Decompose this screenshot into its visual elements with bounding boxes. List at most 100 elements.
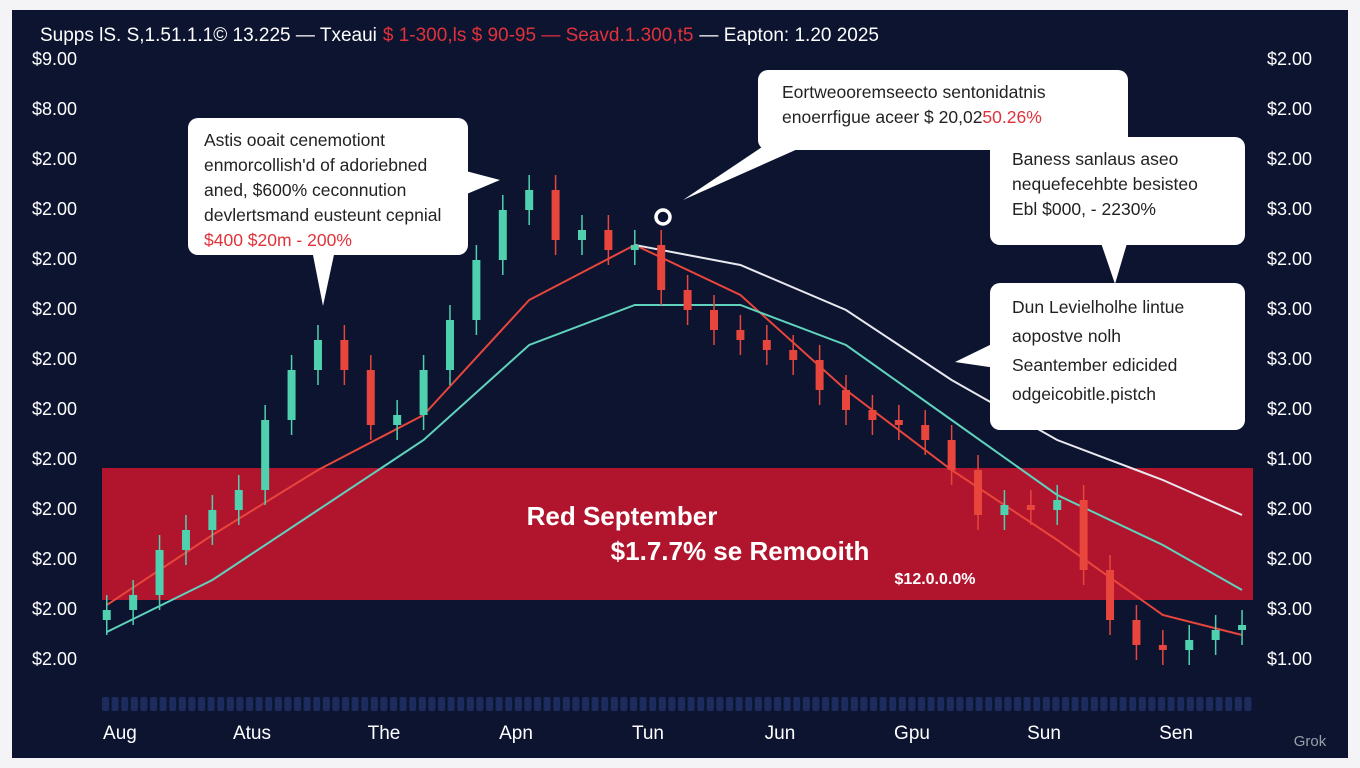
strip-cell [716, 697, 724, 711]
strip-cell [466, 697, 474, 711]
marker [654, 208, 672, 226]
strip-cell [1206, 697, 1213, 711]
strip-cell [428, 697, 436, 711]
strip-cell [226, 697, 234, 711]
y-tick-label: $8.00 [32, 99, 77, 119]
callout-line: nequefecehbte besisteo [1012, 174, 1198, 194]
callout-line: aned, $600% ceconnution [204, 180, 407, 200]
candle-body [762, 340, 771, 350]
strip-cell [562, 697, 570, 711]
y2-tick-label: $2.00 [1267, 249, 1312, 269]
strip-cell [524, 697, 532, 711]
strip-cell [1100, 697, 1108, 711]
strip-cell [457, 697, 465, 711]
callout-tail [683, 135, 800, 200]
strip-cell [879, 697, 887, 711]
strip-cell [294, 697, 301, 711]
candle-body [525, 190, 534, 210]
strip-cell [111, 697, 119, 711]
candle-body [1026, 505, 1035, 510]
title-part: Supps lS. S,1.51.1.1© 13.225 — Txeaui [40, 25, 377, 46]
strip-cell [649, 697, 657, 711]
strip-cell [476, 697, 484, 711]
callout-line: Eortweooremseecto sentonidatnis [782, 82, 1046, 102]
strip-cell [697, 697, 705, 711]
title-part: — Eapton: 1.20 2025 [699, 25, 879, 46]
strip-cell [486, 697, 493, 711]
x-tick-label: Tun [632, 723, 664, 744]
y2-tick-label: $1.00 [1267, 449, 1312, 469]
band-label: Red September [527, 501, 718, 531]
y-tick-label: $2.00 [32, 199, 77, 219]
strip-cell [236, 697, 244, 711]
callout-line: enoerrfigue aceer $ 20,0250.26% [782, 105, 1112, 130]
strip-cell [169, 697, 177, 711]
strip-cell [1129, 697, 1137, 711]
strip-cell [582, 697, 589, 711]
y-tick-label: $2.00 [32, 449, 77, 469]
y-tick-label: $2.00 [32, 499, 77, 519]
strip-cell [687, 697, 695, 711]
candle-body [710, 310, 719, 330]
y-tick-label: $9.00 [32, 49, 77, 69]
trend-line [106, 243, 1243, 636]
strip-cell [399, 697, 407, 711]
callout-line: Astis ooait cenemotiont [204, 130, 385, 150]
callout-line: Dun Levielholhe lintue [1012, 297, 1185, 317]
callout: Baness sanlaus aseo nequefecehbte besiste… [990, 137, 1245, 245]
strip-cell [591, 697, 599, 711]
y-tick-label: $2.00 [32, 649, 77, 669]
candle-body [1132, 620, 1141, 645]
y-tick-label: $2.00 [32, 299, 77, 319]
strip-cell [966, 697, 973, 711]
strip-cell [927, 697, 935, 711]
y2-tick-label: $2.00 [1267, 99, 1312, 119]
title-part: $ 1-300,ls $ 90-95 — Seavd.1.300,t5 [383, 25, 694, 46]
candle-body [261, 420, 270, 490]
callout-text: enoerrfigue aceer $ 20,02 [782, 107, 983, 127]
strip-cell [514, 697, 522, 711]
strip-cell [313, 697, 321, 711]
y2-tick-label: $1.00 [1267, 649, 1312, 669]
x-tick-label: The [368, 723, 401, 744]
strip-cell [841, 697, 849, 711]
strip-cell [1138, 697, 1146, 711]
strip-cell [620, 697, 628, 711]
strip-cell [1033, 697, 1041, 711]
strip-cell [802, 697, 810, 711]
strip-cell [1148, 697, 1156, 711]
y2-tick-label: $3.00 [1267, 299, 1312, 319]
strip-cell [1090, 697, 1098, 711]
strip-cell [332, 697, 340, 711]
y2-tick-label: $2.00 [1267, 399, 1312, 419]
callout: Dun Levielholhe lintue aopostve nolh Seant… [990, 283, 1245, 430]
strip-cell [898, 697, 906, 711]
watermark: Grok [1294, 733, 1327, 750]
strip-cell [601, 697, 609, 711]
strip-cell [908, 697, 916, 711]
callout-text: $400 $20m - 200% [204, 230, 352, 250]
strip-cell [630, 697, 637, 711]
strip-cell [1158, 697, 1165, 711]
candle-body [551, 190, 560, 240]
y-tick-label: $2.00 [32, 349, 77, 369]
x-tick-label: Atus [233, 723, 271, 744]
callout-tail [462, 170, 500, 196]
candle-body [393, 415, 402, 425]
y-tick-label: $2.00 [32, 149, 77, 169]
strip-cell [380, 697, 388, 711]
candle-body [577, 230, 586, 240]
y2-tick-label: $2.00 [1267, 499, 1312, 519]
x-tick-label: Aug [103, 723, 137, 744]
strip-cell [342, 697, 349, 711]
x-tick-label: Apn [499, 723, 533, 744]
callout: Eortweooremseecto sentonidatnis enoerrfig… [758, 70, 1128, 150]
callout: Astis ooait cenemotiont enmorcollish'd of… [188, 118, 468, 255]
strip-cell [198, 697, 205, 711]
candle-body [419, 370, 428, 415]
highlight-band [102, 468, 1253, 600]
strip-cell [121, 697, 129, 711]
strip-cell [1177, 697, 1185, 711]
strip-cell [937, 697, 945, 711]
